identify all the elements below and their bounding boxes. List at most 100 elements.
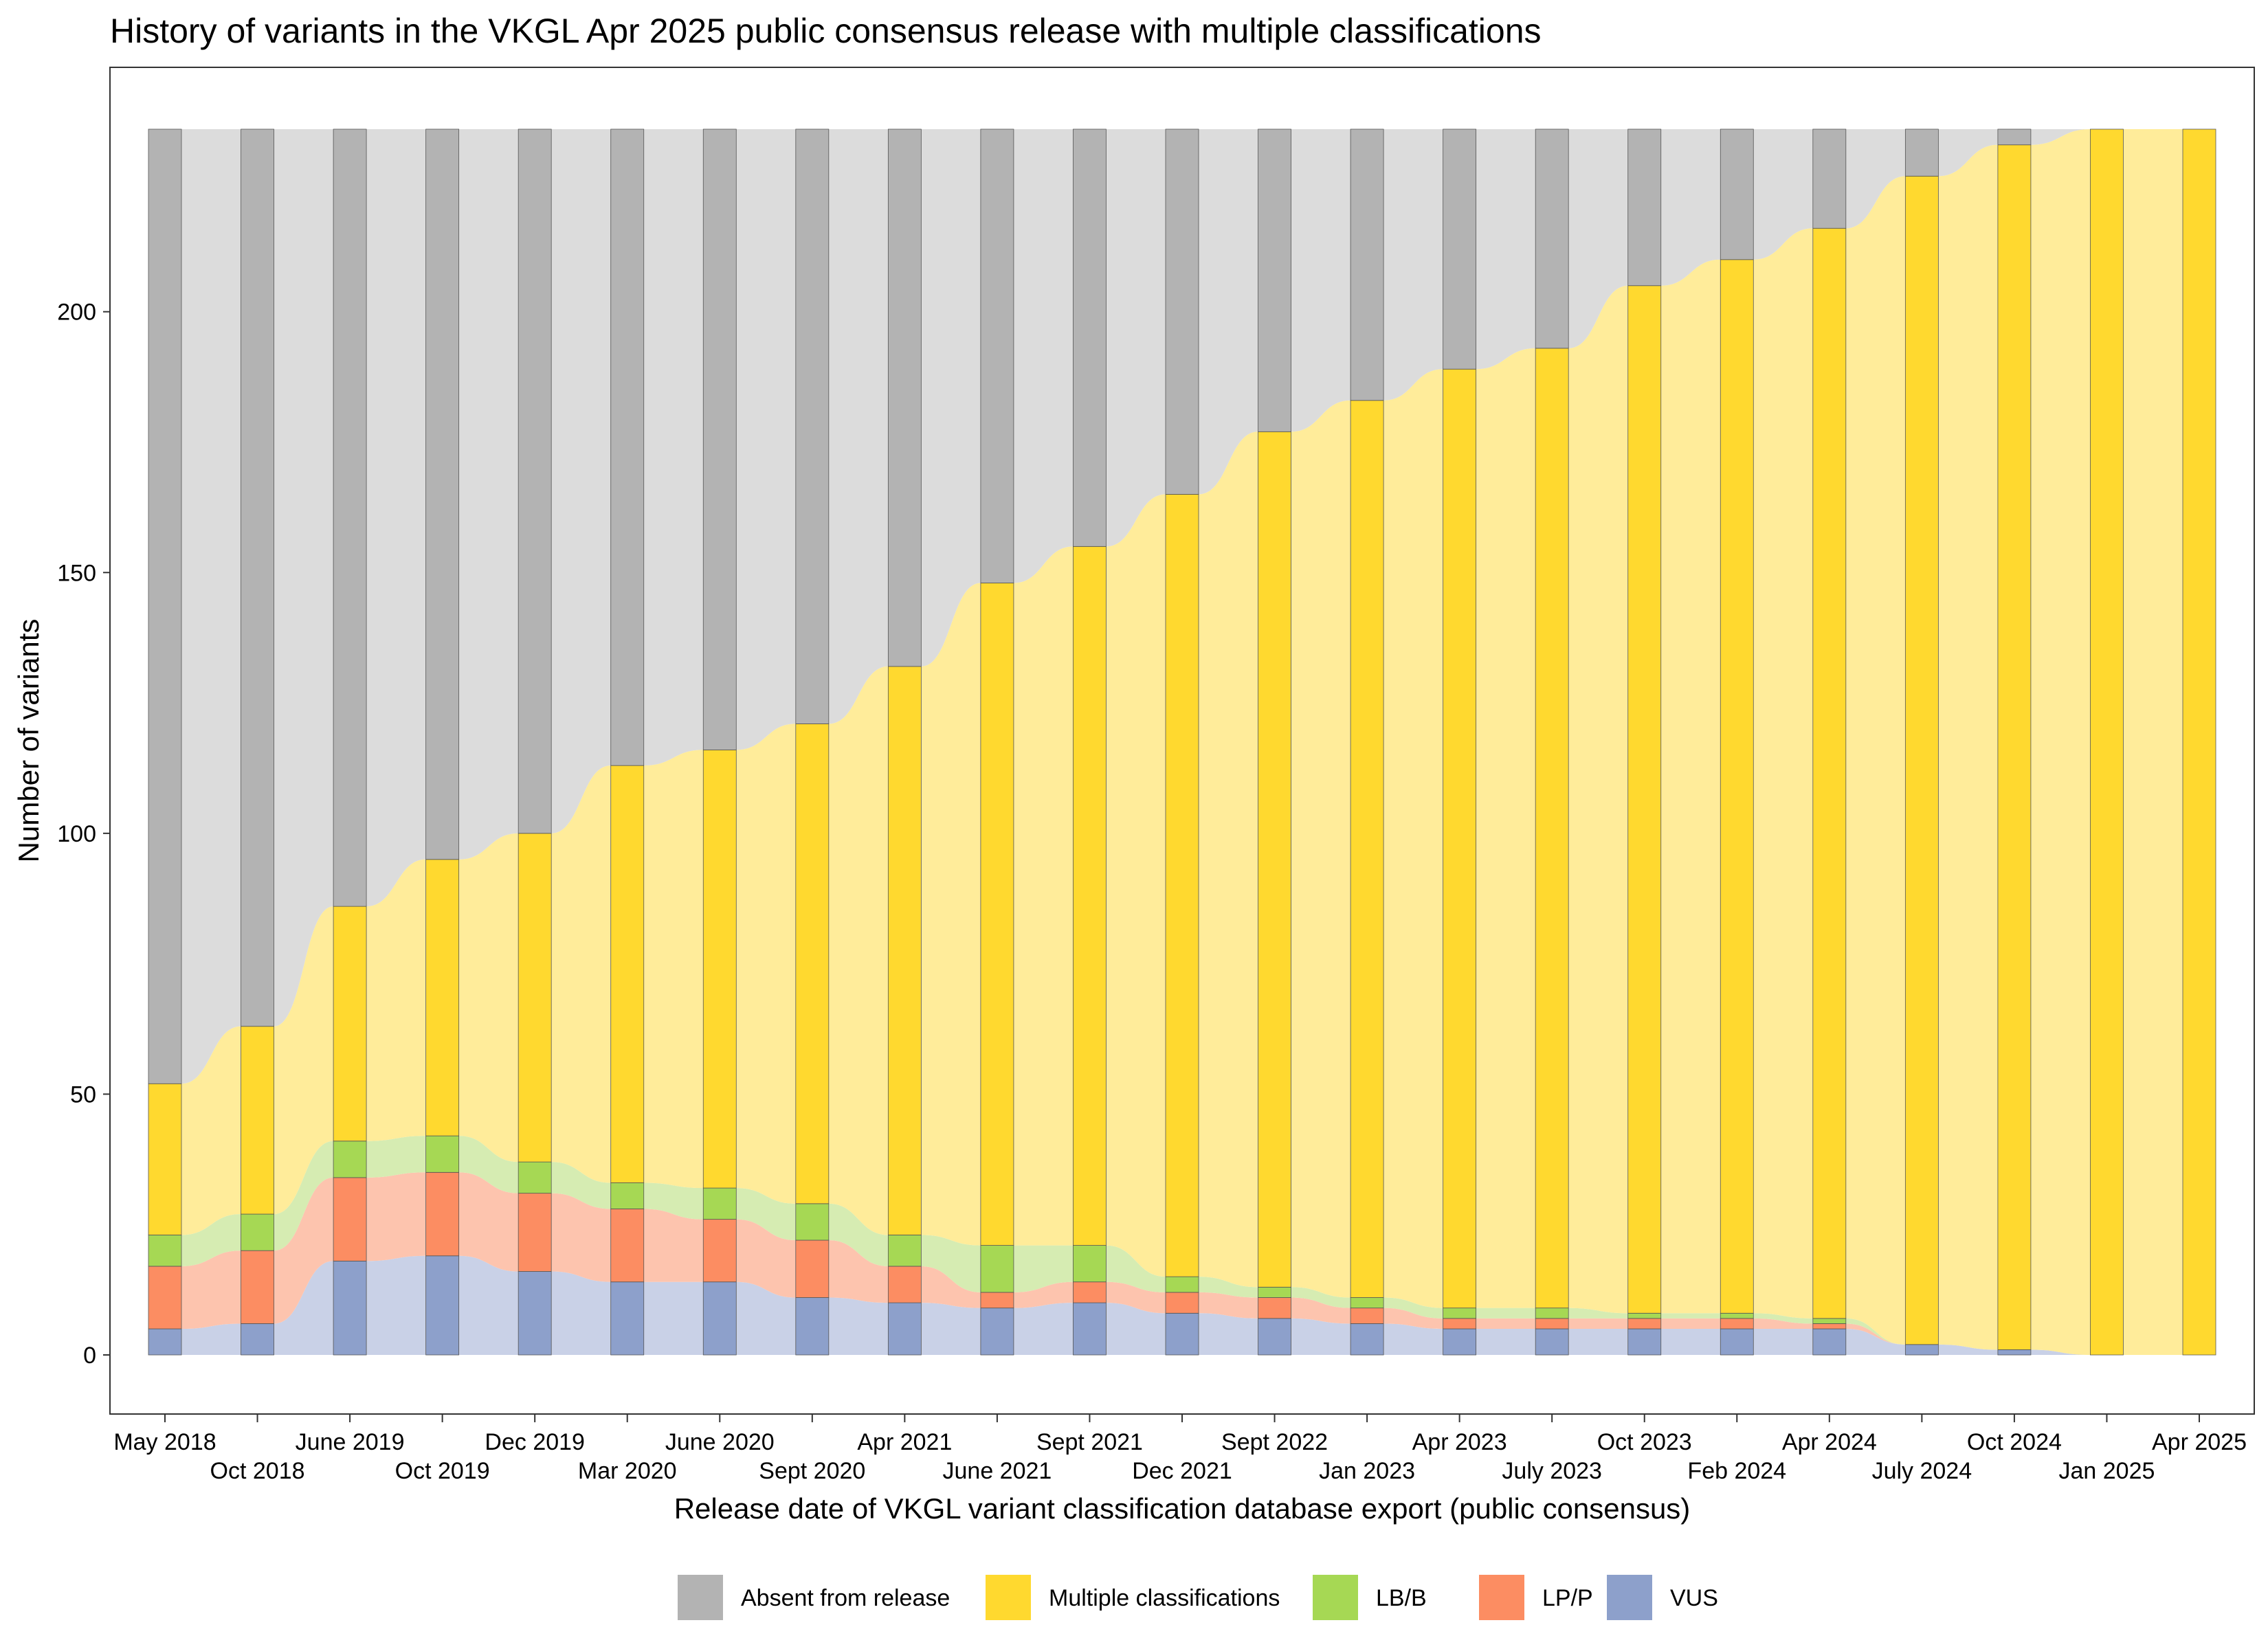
bar-multiple-classifications-17	[1720, 259, 1754, 1314]
bar-vus-0	[148, 1328, 182, 1356]
x-tick-label: Oct 2019	[395, 1458, 490, 1484]
bar-lp-p-4	[518, 1193, 552, 1272]
flow-absent-from-release-13	[1383, 129, 1443, 401]
bar-vus-12	[1258, 1318, 1291, 1356]
flow-vus-4	[551, 1271, 611, 1355]
flow-lb-b-3	[458, 1136, 519, 1193]
bar-lb-b-14	[1443, 1308, 1477, 1319]
flow-multiple-classifications-18	[1845, 176, 1906, 1345]
bar-absent-from-release-5	[610, 128, 645, 766]
flow-lb-b-6	[736, 1188, 796, 1240]
bar-vus-16	[1627, 1328, 1662, 1356]
bar-lb-b-16	[1627, 1312, 1662, 1319]
flow-absent-from-release-5	[643, 129, 704, 766]
bar-lp-p-10	[1073, 1281, 1107, 1303]
y-tick-label: 50	[70, 1081, 96, 1108]
bar-vus-20	[1997, 1349, 2032, 1356]
flow-multiple-classifications-17	[1753, 228, 1813, 1319]
bar-lp-p-15	[1535, 1318, 1569, 1330]
bar-absent-from-release-18	[1812, 128, 1847, 229]
flow-multiple-classifications-8	[921, 583, 981, 1246]
flow-absent-from-release-16	[1660, 129, 1721, 286]
bar-vus-15	[1535, 1328, 1569, 1356]
x-tick-label: Sept 2021	[1036, 1429, 1143, 1455]
bar-lp-p-9	[980, 1292, 1014, 1309]
bar-lp-p-11	[1165, 1292, 1199, 1314]
bar-lb-b-5	[610, 1182, 645, 1209]
y-tick-label: 0	[83, 1343, 96, 1369]
flow-vus-15	[1568, 1329, 1628, 1355]
flow-vus-12	[1291, 1318, 1351, 1355]
legend-label: VUS	[1670, 1585, 1718, 1611]
bar-lb-b-10	[1073, 1245, 1107, 1283]
bar-lp-p-17	[1720, 1318, 1754, 1330]
bar-absent-from-release-1	[241, 128, 274, 1027]
bar-lp-p-1	[241, 1250, 274, 1324]
bar-vus-11	[1165, 1312, 1199, 1356]
x-tick-label: Jan 2023	[1319, 1458, 1415, 1484]
bar-vus-2	[333, 1260, 367, 1356]
bar-lb-b-3	[425, 1135, 460, 1173]
flow-vus-16	[1660, 1329, 1721, 1355]
flow-multiple-classifications-9	[1013, 546, 1074, 1246]
flow-multiple-classifications-14	[1476, 348, 1536, 1308]
bar-multiple-classifications-22	[2182, 128, 2216, 1356]
bar-multiple-classifications-13	[1350, 400, 1384, 1298]
flow-lp-p-2	[366, 1172, 426, 1261]
bar-lb-b-7	[795, 1203, 830, 1241]
bar-multiple-classifications-8	[887, 666, 922, 1235]
flow-vus-3	[458, 1255, 519, 1355]
flow-multiple-classifications-19	[1938, 144, 1998, 1350]
bar-absent-from-release-19	[1904, 128, 1939, 177]
bar-lb-b-18	[1812, 1318, 1847, 1324]
bar-multiple-classifications-4	[518, 833, 552, 1163]
bar-absent-from-release-12	[1258, 128, 1291, 432]
bar-lp-p-16	[1627, 1318, 1662, 1330]
x-tick-label: Dec 2021	[1132, 1458, 1232, 1484]
flow-vus-7	[828, 1297, 889, 1355]
bar-lb-b-12	[1258, 1286, 1291, 1298]
bar-absent-from-release-3	[425, 128, 460, 860]
flow-lp-p-17	[1753, 1318, 1813, 1330]
flow-lp-p-5	[643, 1209, 704, 1282]
flow-vus-10	[1106, 1303, 1166, 1355]
flow-absent-from-release-8	[921, 129, 981, 666]
bar-absent-from-release-0	[148, 128, 182, 1084]
bar-vus-13	[1350, 1323, 1384, 1356]
bar-multiple-classifications-14	[1443, 368, 1477, 1309]
bar-multiple-classifications-0	[148, 1083, 182, 1235]
chart-title: History of variants in the VKGL Apr 2025…	[110, 12, 1542, 50]
bar-lb-b-6	[702, 1187, 737, 1220]
flow-lb-b-2	[366, 1136, 426, 1178]
bar-lp-p-7	[795, 1239, 830, 1298]
x-tick-label: July 2023	[1502, 1458, 1602, 1484]
flow-lb-b-17	[1753, 1313, 1813, 1324]
y-tick-label: 150	[57, 560, 96, 586]
bar-absent-from-release-8	[887, 128, 922, 667]
flow-vus-14	[1476, 1329, 1536, 1355]
flow-lb-b-4	[551, 1162, 611, 1209]
bar-multiple-classifications-11	[1165, 494, 1199, 1277]
flow-absent-from-release-11	[1199, 129, 1258, 495]
flow-vus-2	[366, 1255, 426, 1355]
bar-lb-b-1	[241, 1213, 274, 1251]
x-tick-label: June 2020	[665, 1429, 775, 1455]
bar-absent-from-release-2	[333, 128, 367, 907]
bar-lp-p-8	[887, 1266, 922, 1303]
bar-lp-p-0	[148, 1266, 182, 1330]
bar-absent-from-release-7	[795, 128, 830, 724]
flow-lp-p-10	[1106, 1281, 1166, 1314]
flow-absent-from-release-15	[1568, 129, 1628, 348]
flow-multiple-classifications-16	[1660, 259, 1721, 1314]
x-axis: May 2018 Oct 2018 June 2019 Oct 2019 Dec 201…	[113, 1414, 2247, 1484]
x-tick-label: Mar 2020	[578, 1458, 677, 1484]
stratum-layer	[148, 128, 2216, 1356]
flow-vus-9	[1013, 1303, 1074, 1355]
y-axis-title: Number of variants	[12, 619, 45, 863]
flow-lb-b-18	[1845, 1318, 1906, 1345]
flow-multiple-classifications-15	[1568, 285, 1628, 1314]
flow-vus-8	[921, 1303, 981, 1355]
bar-lp-p-14	[1443, 1318, 1477, 1330]
flow-absent-from-release-0	[181, 129, 241, 1084]
legend-label: Multiple classifications	[1049, 1585, 1280, 1611]
